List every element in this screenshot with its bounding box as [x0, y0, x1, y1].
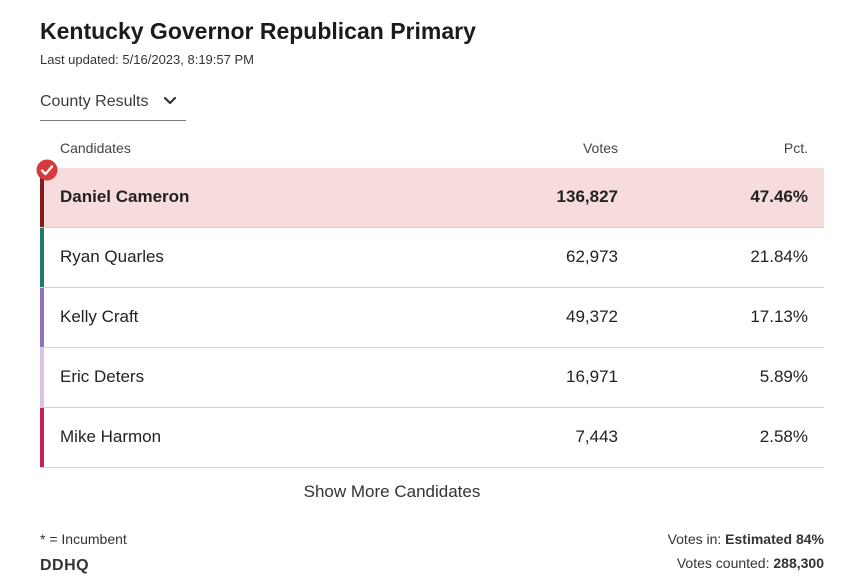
candidate-color-bar	[40, 168, 44, 227]
votes-counted: Votes counted: 288,300	[677, 555, 824, 571]
table-row: Kelly Craft 49,372 17.13%	[40, 288, 824, 348]
candidate-color-bar	[40, 408, 44, 467]
table-header: Candidates Votes Pct.	[40, 136, 824, 168]
votes-in-value: Estimated 84%	[725, 531, 824, 547]
candidate-votes: 16,971	[566, 367, 618, 386]
table-row: Eric Deters 16,971 5.89%	[40, 348, 824, 408]
results-table: Candidates Votes Pct. Daniel Cameron 136,…	[36, 136, 824, 468]
dropdown-selected-value: County Results	[40, 93, 149, 110]
candidate-pct: 5.89%	[759, 367, 808, 386]
candidate-name: Mike Harmon	[60, 427, 162, 446]
show-more-candidates-button[interactable]: Show More Candidates	[0, 482, 784, 502]
candidate-color-bar	[40, 228, 44, 287]
candidate-pct: 17.13%	[750, 307, 808, 326]
incumbent-note: * = Incumbent	[40, 531, 127, 547]
column-header-votes: Votes	[582, 140, 618, 156]
column-header-pct: Pct.	[783, 140, 808, 156]
results-view-dropdown[interactable]: County Results	[40, 90, 186, 121]
show-more-label: Show More Candidates	[303, 482, 481, 501]
candidate-color-bar	[40, 348, 44, 407]
page-title: Kentucky Governor Republican Primary	[40, 18, 476, 44]
candidate-votes: 49,372	[566, 307, 618, 326]
candidate-votes: 62,973	[566, 247, 618, 266]
candidate-color-bar	[40, 288, 44, 347]
winner-check-icon	[36, 159, 58, 181]
votes-in: Votes in: Estimated 84%	[668, 531, 824, 547]
last-updated-value: 5/16/2023, 8:19:57 PM	[122, 52, 254, 67]
votes-counted-label: Votes counted:	[676, 555, 770, 571]
candidate-votes: 7,443	[575, 427, 618, 446]
candidate-pct: 2.58%	[759, 427, 808, 446]
table-body: Daniel Cameron 136,827 47.46% Ryan Quarles 6…	[36, 159, 824, 468]
table-row: Mike Harmon 7,443 2.58%	[40, 408, 824, 468]
candidate-name: Ryan Quarles	[60, 247, 164, 266]
candidate-name: Kelly Craft	[60, 307, 139, 326]
table-row: Daniel Cameron 136,827 47.46%	[36, 159, 824, 228]
table-row: Ryan Quarles 62,973 21.84%	[40, 228, 824, 288]
candidate-votes: 136,827	[556, 187, 618, 206]
votes-counted-value: 288,300	[773, 555, 824, 571]
chevron-down-icon	[163, 96, 176, 105]
column-header-candidates: Candidates	[60, 140, 131, 156]
votes-in-label: Votes in:	[667, 531, 722, 547]
last-updated-label: Last updated:	[40, 52, 119, 67]
candidate-name: Daniel Cameron	[60, 187, 190, 206]
candidate-pct: 47.46%	[750, 187, 808, 206]
candidate-pct: 21.84%	[750, 247, 808, 266]
last-updated: Last updated: 5/16/2023, 8:19:57 PM	[40, 52, 254, 67]
candidate-name: Eric Deters	[60, 367, 145, 386]
ddhq-logo: DDHQ	[40, 557, 90, 574]
